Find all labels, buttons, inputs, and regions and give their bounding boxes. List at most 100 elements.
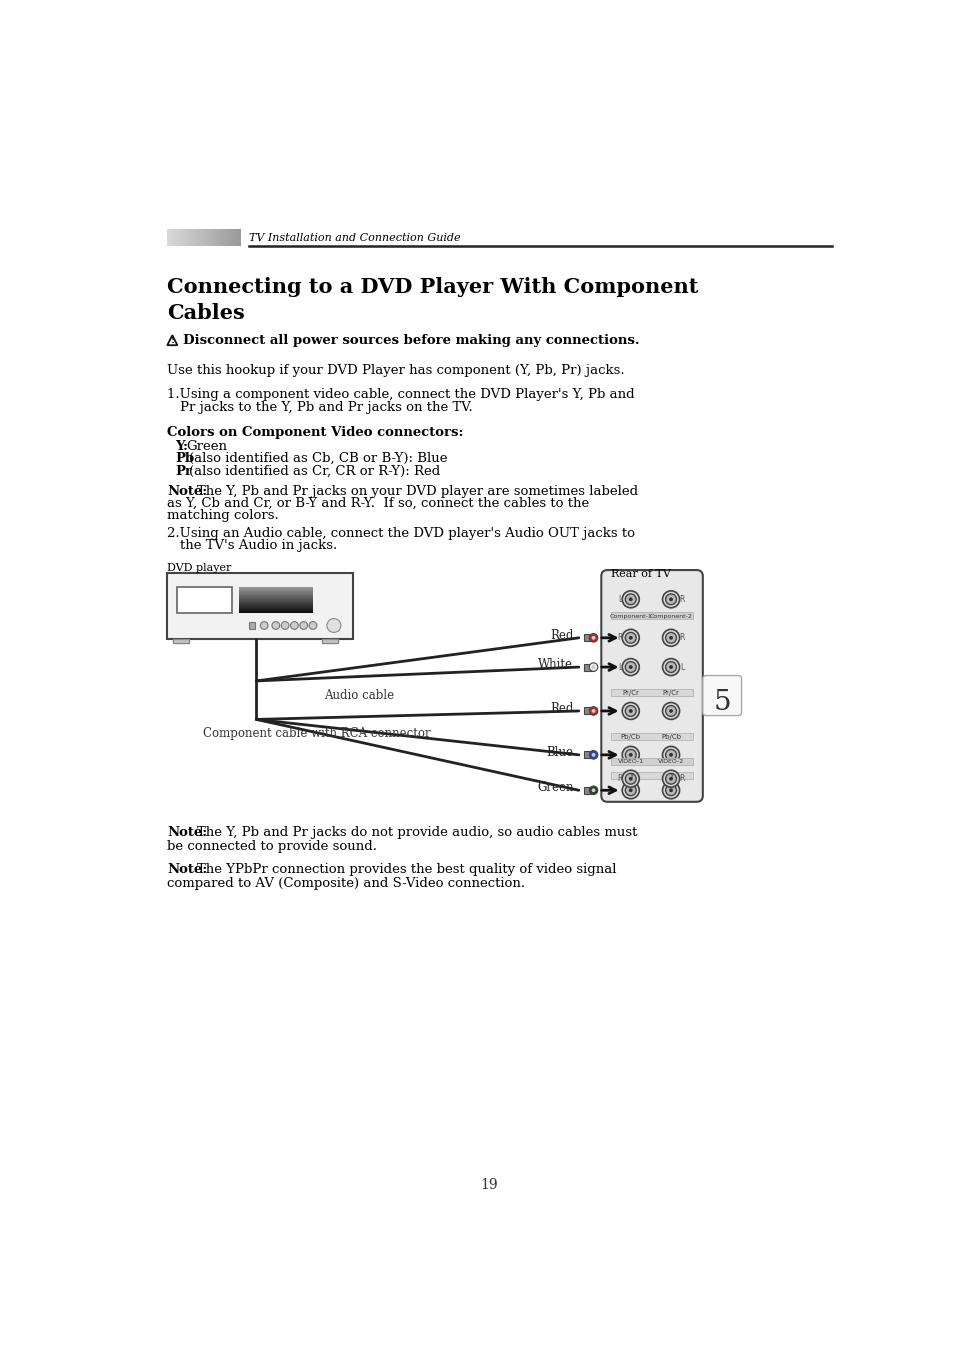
Text: Note:: Note: [167, 484, 208, 498]
Circle shape [621, 770, 639, 788]
Circle shape [665, 662, 676, 673]
Bar [611, 772, 692, 778]
Bar [583, 751, 593, 758]
Text: DVD player: DVD player [167, 563, 232, 574]
Circle shape [621, 659, 639, 675]
Text: Note:: Note: [167, 826, 208, 839]
Text: Disconnect all power sources before making any connections.: Disconnect all power sources before maki… [183, 335, 639, 347]
Bar [176, 587, 233, 613]
Text: Red: Red [550, 629, 573, 641]
Text: R: R [617, 774, 622, 784]
Text: Pr jacks to the Y, Pb and Pr jacks on the TV.: Pr jacks to the Y, Pb and Pr jacks on th… [179, 400, 472, 414]
Polygon shape [249, 621, 254, 629]
FancyBboxPatch shape [167, 574, 353, 639]
Text: the TV's Audio in jacks.: the TV's Audio in jacks. [179, 540, 336, 552]
Text: Audio cable: Audio cable [324, 689, 395, 701]
Text: compared to AV (Composite) and S-Video connection.: compared to AV (Composite) and S-Video c… [167, 876, 525, 890]
Circle shape [668, 788, 672, 792]
Text: as Y, Cb and Cr, or B-Y and R-Y.  If so, connect the cables to the: as Y, Cb and Cr, or B-Y and R-Y. If so, … [167, 496, 589, 510]
Text: VIDEO-2: VIDEO-2 [658, 759, 683, 765]
Text: 5: 5 [713, 689, 730, 716]
Text: (also identified as Cb, CB or B-Y): Blue: (also identified as Cb, CB or B-Y): Blue [189, 453, 447, 465]
Circle shape [621, 591, 639, 607]
Text: Pb/Cb: Pb/Cb [660, 734, 680, 740]
Text: Pr: Pr [174, 465, 192, 477]
Text: L: L [679, 663, 683, 671]
Bar [583, 635, 593, 641]
Bar [583, 663, 593, 670]
Circle shape [665, 705, 676, 716]
Circle shape [665, 594, 676, 605]
Text: Y: Y [628, 773, 632, 778]
Bar [583, 786, 593, 793]
Bar [611, 689, 692, 697]
Circle shape [589, 706, 598, 715]
Text: 2.Using an Audio cable, connect the DVD player's Audio OUT jacks to: 2.Using an Audio cable, connect the DVD … [167, 527, 635, 540]
Circle shape [589, 633, 598, 641]
Circle shape [668, 753, 672, 757]
Circle shape [665, 785, 676, 796]
Circle shape [624, 662, 636, 673]
Text: White: White [537, 658, 573, 671]
Text: Cables: Cables [167, 302, 245, 323]
Circle shape [628, 709, 632, 713]
Circle shape [628, 788, 632, 792]
Circle shape [665, 632, 676, 643]
Circle shape [327, 618, 340, 632]
Text: be connected to provide sound.: be connected to provide sound. [167, 839, 376, 853]
Circle shape [621, 702, 639, 720]
Text: TV Installation and Connection Guide: TV Installation and Connection Guide [249, 233, 460, 243]
Circle shape [281, 621, 289, 629]
Text: Red: Red [550, 701, 573, 715]
Circle shape [624, 594, 636, 605]
Circle shape [661, 702, 679, 720]
Text: 19: 19 [479, 1177, 497, 1192]
Circle shape [299, 621, 307, 629]
Circle shape [624, 705, 636, 716]
Circle shape [628, 753, 632, 757]
Circle shape [621, 782, 639, 799]
Circle shape [624, 785, 636, 796]
Circle shape [661, 770, 679, 788]
Text: Pr/Cr: Pr/Cr [662, 690, 679, 696]
Circle shape [668, 777, 672, 781]
Text: R: R [679, 633, 684, 643]
Bar [611, 734, 692, 740]
Text: Y:: Y: [174, 439, 188, 453]
Circle shape [591, 709, 595, 713]
Text: Green: Green [537, 781, 573, 795]
Circle shape [628, 666, 632, 669]
Text: matching colors.: matching colors. [167, 510, 279, 522]
Circle shape [621, 629, 639, 647]
Circle shape [661, 591, 679, 607]
Text: The Y, Pb and Pr jacks on your DVD player are sometimes labeled: The Y, Pb and Pr jacks on your DVD playe… [196, 484, 638, 498]
Circle shape [621, 746, 639, 763]
Circle shape [291, 621, 298, 629]
Text: Pb/Cb: Pb/Cb [620, 734, 640, 740]
Circle shape [589, 751, 598, 759]
Circle shape [661, 746, 679, 763]
Text: Connecting to a DVD Player With Component: Connecting to a DVD Player With Componen… [167, 277, 698, 297]
Text: R: R [679, 774, 684, 784]
Circle shape [591, 788, 595, 792]
Text: Use this hookup if your DVD Player has component (Y, Pb, Pr) jacks.: Use this hookup if your DVD Player has c… [167, 365, 624, 377]
Circle shape [628, 598, 632, 601]
Circle shape [624, 632, 636, 643]
Circle shape [668, 598, 672, 601]
Circle shape [589, 786, 598, 795]
Text: 1.Using a component video cable, connect the DVD Player's Y, Pb and: 1.Using a component video cable, connect… [167, 388, 635, 401]
Text: Note:: Note: [167, 864, 208, 876]
Text: The Y, Pb and Pr jacks do not provide audio, so audio cables must: The Y, Pb and Pr jacks do not provide au… [196, 826, 637, 839]
Text: Component cable with RCA connector: Component cable with RCA connector [203, 727, 430, 740]
Text: L: L [618, 595, 621, 603]
FancyBboxPatch shape [600, 570, 702, 801]
Circle shape [668, 666, 672, 669]
Circle shape [668, 709, 672, 713]
Circle shape [624, 750, 636, 761]
Circle shape [665, 750, 676, 761]
Text: Green: Green [187, 439, 228, 453]
Bar [583, 708, 593, 715]
Text: L: L [618, 663, 621, 671]
Circle shape [309, 621, 316, 629]
Circle shape [661, 782, 679, 799]
